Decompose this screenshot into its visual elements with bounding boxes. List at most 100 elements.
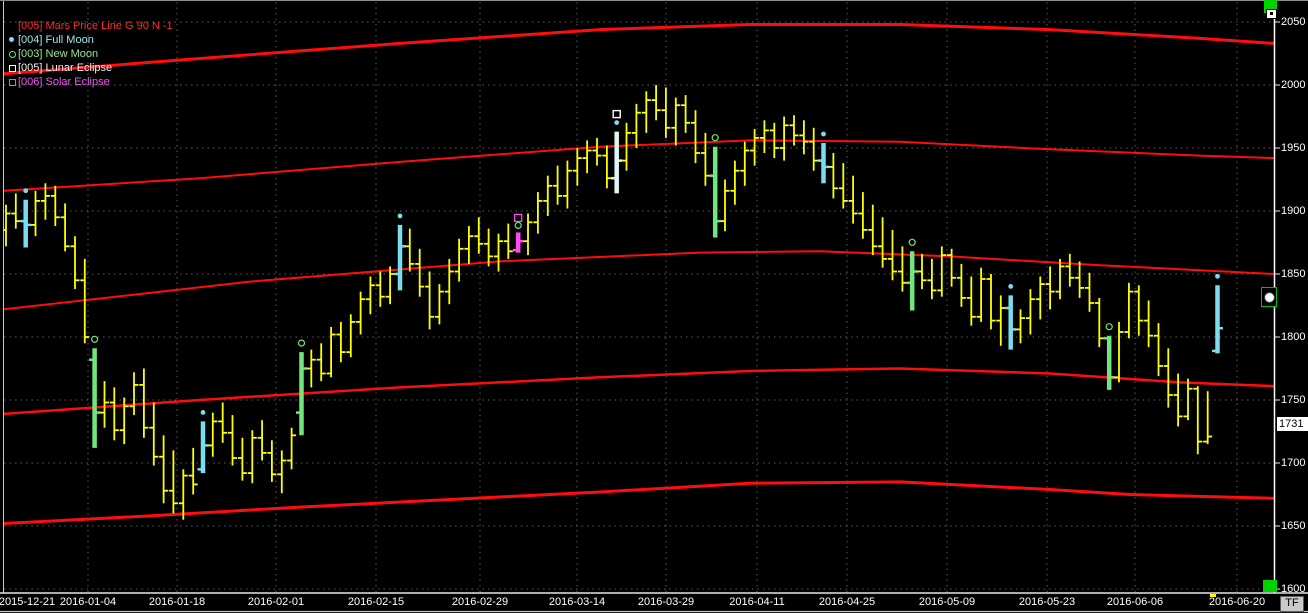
price-bar: [50, 185, 60, 227]
full-moon-icon: [821, 131, 826, 137]
full-moon-bar: [1212, 273, 1223, 354]
price-bar: [228, 415, 237, 466]
price-bar: [927, 258, 937, 300]
new-moon-bar: [709, 134, 721, 238]
price-bar: [1025, 289, 1035, 335]
price-bar: [178, 469, 188, 520]
price-bar: [553, 165, 563, 205]
price-bar: [572, 148, 582, 186]
price-bar: [1085, 272, 1094, 312]
new-moon-icon: [711, 134, 719, 142]
price-bar: [365, 276, 375, 315]
legend-item-new-moon[interactable]: [003] New Moon: [8, 47, 173, 61]
price-bar: [897, 246, 907, 292]
full-moon-bar: [394, 213, 406, 291]
date-axis-label: 2016-05-23: [1018, 596, 1076, 608]
lunar-eclipse-icon: [8, 63, 18, 73]
price-bar: [986, 274, 996, 330]
price-bar: [651, 85, 661, 121]
price-bar: [888, 229, 897, 281]
timeframe-button[interactable]: TF: [1280, 596, 1304, 612]
price-bar: [31, 190, 40, 237]
price-bar: [799, 120, 809, 155]
price-bar: [346, 314, 356, 358]
price-bar: [868, 204, 878, 256]
date-axis-label: 2016-03-29: [637, 596, 695, 608]
price-axis-label: 2050: [1281, 16, 1306, 28]
price-bar: [917, 253, 927, 290]
date-axis-label: 2015-12-21: [0, 596, 56, 608]
date-axis-label: 2016-04-11: [729, 596, 785, 608]
date-axis-label: 2016-04-25: [818, 596, 876, 608]
price-bar: [218, 402, 228, 443]
price-bar: [188, 447, 198, 495]
new-moon-icon: [8, 49, 18, 59]
price-axis-label: 1750: [1281, 394, 1306, 406]
price-bar: [720, 179, 730, 232]
price-bar: [4, 204, 11, 247]
upcoming-new-moon-marker[interactable]: [1261, 287, 1277, 307]
full-moon-bar: [197, 410, 209, 474]
price-bar: [562, 160, 572, 209]
new-moon-bar: [906, 238, 918, 311]
price-bar: [641, 91, 651, 133]
full-moon-icon: [8, 35, 18, 45]
price-axis-label: 1700: [1281, 457, 1306, 469]
legend-label: [006] Solar Eclipse: [18, 76, 110, 88]
date-axis-label: 2016-01-04: [59, 596, 117, 608]
price-bar: [277, 450, 287, 494]
price-bar: [543, 175, 553, 216]
price-bar: [878, 217, 888, 268]
bottom-right-scroll-handle[interactable]: [1263, 580, 1277, 592]
price-bar: [70, 236, 80, 290]
price-bar: [779, 116, 789, 161]
price-bar: [247, 430, 257, 484]
chart-object-handle-icon[interactable]: [1266, 9, 1277, 19]
price-bar: [454, 238, 464, 282]
price-bar: [789, 115, 799, 146]
new-moon-icon: [908, 238, 916, 246]
mars-price-line: [4, 23, 1274, 76]
price-bar: [1173, 373, 1183, 427]
price-bar: [750, 129, 760, 166]
price-bar: [966, 276, 976, 326]
solar-eclipse-icon: [8, 77, 18, 87]
price-bars: [4, 85, 1223, 520]
date-axis-label: 2016-01-18: [148, 596, 206, 608]
current-price-badge: 1731: [1277, 416, 1308, 431]
mars-price-lines: [4, 23, 1274, 525]
price-bar: [1154, 323, 1163, 377]
mars-price-line: [4, 250, 1274, 311]
date-axis-label: 2016-02-29: [451, 596, 509, 608]
new-moon-icon: [90, 335, 99, 343]
price-bar: [937, 246, 947, 297]
price-bar: [1035, 276, 1045, 320]
date-axis-label: 2016-03-14: [548, 596, 606, 608]
legend-label: [005] Lunar Eclipse: [18, 62, 113, 74]
legend-item-mars-price-line[interactable]: [005] Mars Price Line G 90 N -1: [8, 19, 173, 33]
full-moon-bar: [20, 188, 32, 248]
legend-label: [003] New Moon: [18, 48, 99, 60]
price-bar: [1045, 266, 1055, 310]
legend-item-lunar-eclipse[interactable]: [005] Lunar Eclipse: [8, 61, 173, 75]
price-bar: [494, 233, 503, 272]
legend-item-solar-eclipse[interactable]: [006] Solar Eclipse: [8, 75, 173, 89]
mars-line-icon: [8, 21, 18, 31]
legend-item-full-moon[interactable]: [004] Full Moon: [8, 33, 173, 47]
price-bar: [622, 122, 631, 171]
price-bar: [444, 258, 454, 305]
price-bar: [769, 122, 779, 159]
date-axis-label: 2016-02-15: [347, 596, 405, 608]
full-moon-icon: [614, 120, 620, 125]
price-bar: [1065, 253, 1075, 287]
lunar-eclipse-bar: [611, 109, 623, 194]
full-moon-bar: [818, 131, 829, 184]
full-moon-icon: [23, 188, 29, 194]
price-bar: [1144, 300, 1154, 348]
price-bar: [1094, 297, 1104, 348]
price-bar: [1134, 285, 1144, 336]
mars-price-line: [4, 367, 1274, 416]
price-bar: [464, 226, 474, 264]
